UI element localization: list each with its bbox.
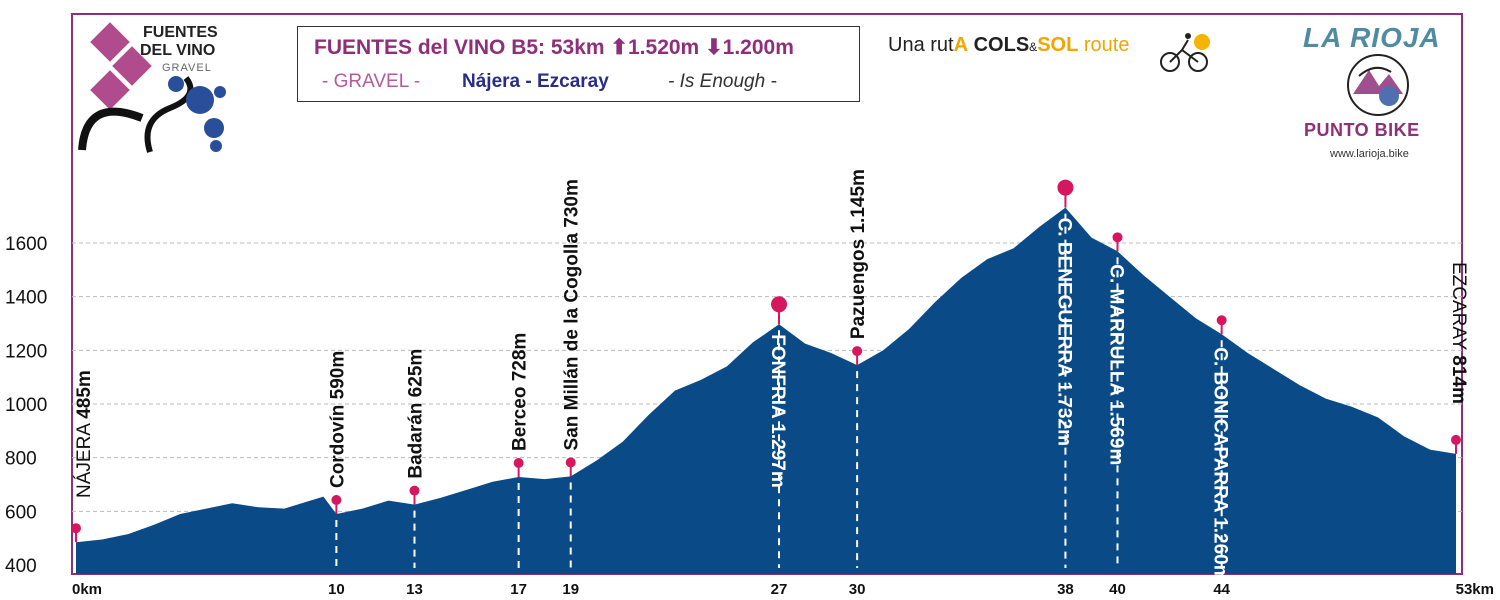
waypoint-elevation: 1.260m: [1210, 517, 1231, 581]
waypoint-marker: [71, 523, 81, 534]
y-tick-label: 1400: [5, 288, 47, 309]
waypoint-marker: [565, 457, 576, 468]
y-tick-label: 400: [5, 556, 37, 577]
logo-grape: [186, 86, 214, 114]
x-tick-label: 53km: [1456, 581, 1494, 598]
logo-grape: [168, 76, 184, 92]
waypoint-elevation: 625m: [405, 349, 426, 398]
x-tick-label: 30: [849, 581, 866, 598]
logo-road: [144, 76, 194, 153]
waypoint-marker: [852, 346, 863, 357]
x-tick-label: 0km: [72, 581, 102, 598]
waypoint-marker: [1451, 434, 1461, 445]
waypoint-name: EZCARAY: [1448, 262, 1469, 355]
cols-a: A: [953, 34, 969, 56]
waypoint-label: FONFRIA 1.297m: [767, 334, 788, 487]
waypoint-name: C. BENEGUERRA: [1053, 218, 1074, 382]
cyclist-sun-icon: [1160, 33, 1210, 72]
logo-wheel: [78, 107, 144, 151]
x-tick-label: 19: [562, 581, 579, 598]
logo-grape: [214, 86, 226, 98]
x-tick-label: 27: [771, 581, 788, 598]
y-tick-label: 1000: [5, 395, 47, 416]
cols-prefix: Una rut: [888, 34, 954, 56]
y-tick-label: 1600: [5, 234, 47, 255]
waypoint-marker: [513, 457, 524, 468]
waypoint-label: Cordovín 590m: [327, 351, 348, 488]
waypoint-elevation: 730m: [562, 179, 583, 228]
logo-line1: FUENTES: [143, 24, 218, 41]
waypoint-name: C. BONICAPARRA: [1210, 347, 1231, 517]
x-tick-label: 40: [1109, 581, 1126, 598]
waypoint-name: Pazuengos: [848, 234, 869, 340]
waypoint-name: C. MARRULLA: [1106, 264, 1127, 401]
waypoint-elevation: 590m: [327, 351, 348, 400]
waypoint-elevation: 485m: [74, 370, 95, 419]
cols-suffix: route: [1078, 34, 1130, 56]
waypoint-name: Berceo: [510, 381, 531, 451]
waypoint-elevation: 1.297m: [767, 423, 788, 487]
route-title: FUENTES del VINO B5: 53km ⬆1.520m ⬇1.200…: [314, 36, 794, 59]
waypoint-name: Cordovín: [327, 399, 348, 488]
punto-bike-label: PUNTO BIKE: [1304, 120, 1420, 140]
cols-sol-label: Una rutA COLS&SOL route: [888, 34, 1129, 57]
waypoint-label: Badarán 625m: [405, 349, 426, 479]
waypoint-marker: [331, 495, 342, 506]
motto-label: - Is Enough -: [668, 71, 777, 92]
waypoint-label: C. MARRULLA 1.569m: [1106, 264, 1127, 465]
logo-line3: GRAVEL: [162, 62, 212, 74]
cols-amp: &: [1029, 40, 1038, 54]
website-url: www.larioja.bike: [1330, 148, 1409, 160]
waypoint-elevation: 814m: [1448, 355, 1469, 404]
waypoint-elevation: 1.732m: [1053, 382, 1074, 446]
waypoint-label: C. BENEGUERRA 1.732m: [1053, 218, 1074, 446]
waypoint-name: FONFRIA: [767, 334, 788, 423]
waypoint-label: C. BONICAPARRA 1.260m: [1210, 347, 1231, 581]
x-tick-label: 38: [1057, 581, 1074, 598]
waypoint-elevation: 1.145m: [848, 169, 869, 233]
logo-line2: DEL VINO: [140, 42, 216, 59]
waypoint-label: Pazuengos 1.145m: [848, 169, 869, 339]
gravel-label: - GRAVEL -: [322, 71, 421, 92]
la-rioja-title: LA RIOJA: [1303, 22, 1441, 53]
y-tick-label: 600: [5, 502, 37, 523]
waypoint-marker: [771, 296, 788, 313]
waypoint-label: NÁJERA 485m: [74, 370, 95, 498]
logo-grape: [204, 118, 224, 138]
x-tick-label: 13: [406, 581, 423, 598]
waypoint-label: EZCARAY 814m: [1448, 262, 1469, 404]
waypoint-name: San Millán de la Cogolla: [562, 228, 583, 451]
waypoint-marker: [1216, 315, 1227, 326]
waypoint-marker: [409, 485, 420, 496]
waypoint-label: Berceo 728m: [510, 333, 531, 451]
waypoint-label: San Millán de la Cogolla 730m: [562, 179, 583, 450]
header-box: FUENTES del VINO B5: 53km ⬆1.520m ⬇1.200…: [297, 26, 860, 102]
logo-grape: [210, 140, 222, 152]
elevation-profile-area: [76, 207, 1456, 574]
y-tick-label: 1200: [5, 341, 47, 362]
waypoint-marker: [1112, 232, 1123, 243]
waypoint-name: NÁJERA: [74, 419, 95, 498]
x-tick-label: 10: [328, 581, 345, 598]
waypoint-name: Badarán: [405, 397, 426, 478]
x-tick-label: 44: [1213, 581, 1230, 598]
x-tick-label: 17: [510, 581, 527, 598]
sol-word: SOL: [1037, 34, 1079, 56]
y-tick-label: 800: [5, 449, 37, 470]
route-name: Nájera - Ezcaray: [462, 71, 609, 92]
waypoint-elevation: 728m: [510, 333, 531, 382]
waypoint-marker: [1057, 179, 1074, 196]
cols-word: COLS: [973, 34, 1030, 56]
waypoint-elevation: 1.569m: [1106, 401, 1127, 465]
punto-bike-logo-icon: [1347, 54, 1409, 116]
